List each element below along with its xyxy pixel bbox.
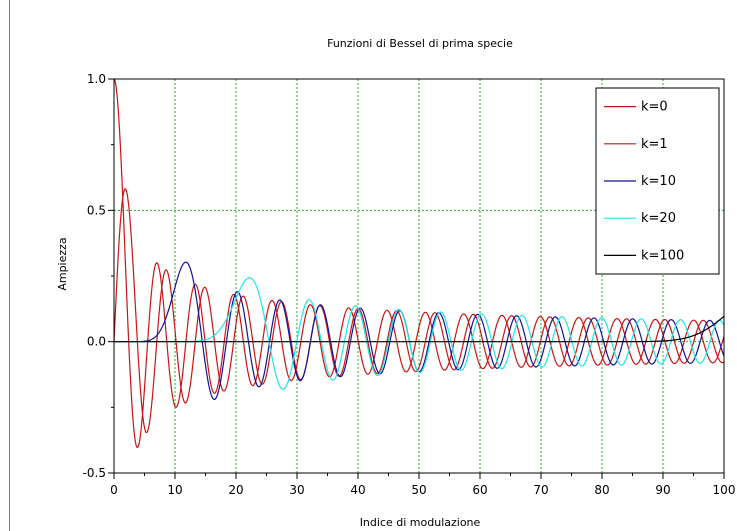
legend-label: k=100 [641,248,684,263]
chart-title: Funzioni di Bessel di prima specie [327,37,513,50]
x-tick-label: 40 [350,483,365,497]
x-tick-label: 100 [713,483,736,497]
x-tick-label: 50 [411,483,426,497]
series-line-k-10 [114,261,724,401]
series-lines [114,79,724,449]
series-line-k-100 [114,315,724,343]
y-axis-label: Ampiezza [56,237,69,290]
legend-label: k=20 [641,211,676,226]
y-tick-label: 1.0 [87,72,106,86]
series-line-k-20 [114,277,724,390]
y-tick-label: -0.5 [83,466,106,480]
y-tick-label: 0.5 [87,203,106,217]
x-tick-label: 80 [594,483,609,497]
legend-label: k=0 [641,100,668,115]
axes: 0 10 20 30 40 50 60 70 80 90 100 -0.5 0.0 0.5 1.0 [83,72,736,497]
legend-label: k=1 [641,137,668,152]
x-tick-label: 70 [533,483,548,497]
x-tick-label: 30 [289,483,304,497]
window-edge-divider [9,0,10,531]
x-tick-label: 20 [228,483,243,497]
x-axis-label: Indice di modulazione [360,516,481,529]
x-tick-label: 0 [110,483,118,497]
x-tick-label: 10 [167,483,182,497]
legend-label: k=10 [641,174,676,189]
x-tick-label: 60 [472,483,487,497]
x-tick-label: 90 [655,483,670,497]
legend: k=0 k=1 k=10 k=20 k=100 [595,87,720,275]
series-line-k-1 [114,188,724,434]
y-tick-label: 0.0 [87,335,106,349]
series-line-k-0 [114,79,724,449]
